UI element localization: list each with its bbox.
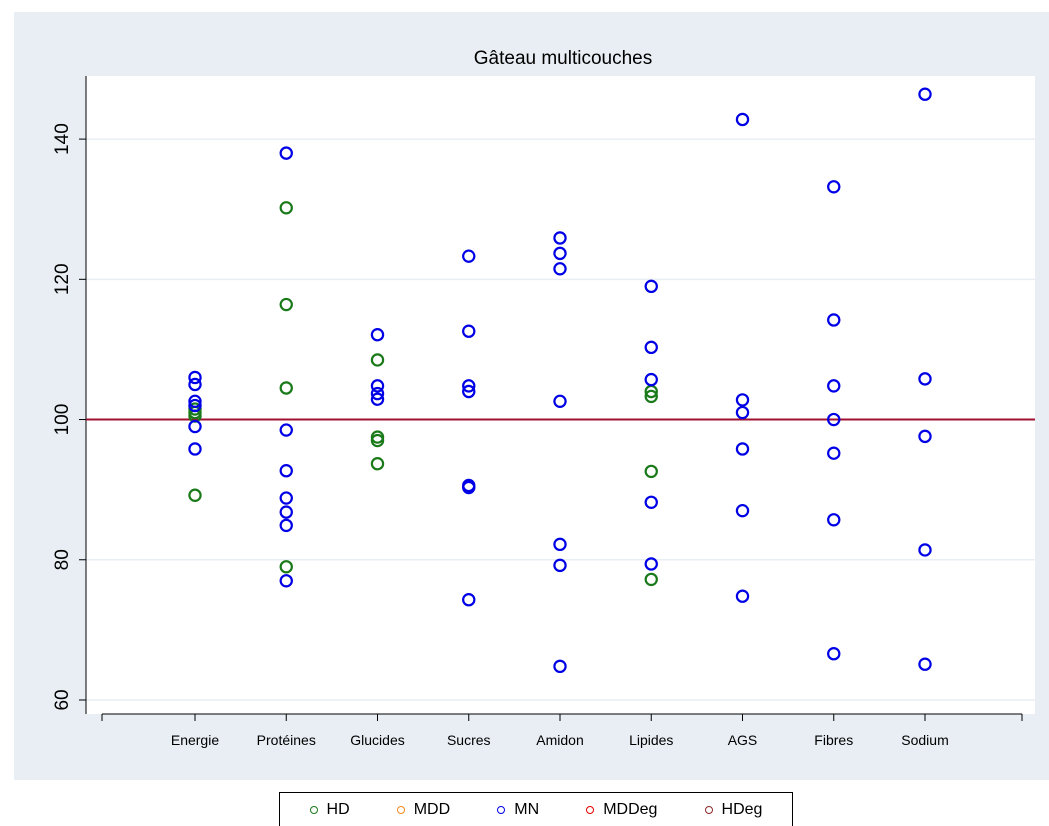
legend-label: HDeg: [721, 800, 763, 818]
data-point-hd: [370, 457, 385, 471]
legend-marker-icon: [396, 805, 405, 814]
data-point-hd: [279, 381, 293, 395]
data-point-mn: [462, 593, 476, 607]
data-point-mn: [918, 429, 932, 444]
data-point-hd: [644, 389, 658, 404]
x-tick-label: Lipides: [629, 732, 673, 748]
y-tick-label: 80: [52, 549, 73, 570]
data-point-mn: [553, 394, 567, 409]
data-point-mn: [188, 377, 202, 392]
data-point-mn: [553, 659, 567, 674]
legend-item-hdeg: HDeg: [704, 800, 763, 819]
data-point-mn: [827, 379, 841, 393]
legend-marker-icon: [497, 805, 506, 814]
data-point-mn: [553, 262, 567, 276]
x-tick-label: Sucres: [447, 732, 491, 748]
data-point-hd: [279, 201, 293, 215]
data-point-mn: [188, 370, 202, 385]
data-point-hd: [370, 353, 385, 367]
data-point-mn: [644, 557, 658, 571]
data-point-mn: [188, 394, 202, 409]
data-point-mn: [735, 393, 750, 407]
legend-label: MDD: [413, 800, 451, 818]
data-point-mn: [370, 379, 385, 393]
x-tick-label: Protéines: [257, 732, 316, 748]
data-point-mn: [827, 513, 841, 527]
scatter-chart: 60 80 100 120 140 Energie Protéines Glucides Suc…: [14, 12, 1049, 780]
x-tick-label: Glucides: [350, 732, 404, 748]
data-point-mn: [462, 384, 476, 399]
data-point-mn: [188, 398, 202, 413]
data-point-hd: [188, 488, 202, 502]
x-tick-label: Energie: [171, 732, 219, 748]
data-point-mn: [918, 87, 932, 101]
legend-item-mn: MN: [497, 801, 539, 819]
x-tick-label: Sodium: [901, 732, 948, 748]
data-point-mn: [918, 657, 932, 671]
data-point-hd: [370, 433, 385, 448]
data-point-mn: [735, 503, 750, 518]
data-point-mn: [279, 423, 293, 437]
data-point-mn: [735, 405, 750, 420]
legend-marker-icon: [586, 805, 595, 814]
data-point-mn: [553, 537, 567, 552]
data-point-mn: [644, 495, 658, 509]
legend-item-mddeg: MDDeg: [586, 801, 657, 819]
legend-label: MDDeg: [603, 800, 658, 818]
data-point-mn: [918, 543, 932, 557]
data-point-mn: [553, 558, 567, 573]
legend-item-hd: HD: [309, 800, 350, 819]
data-point-mn: [462, 480, 476, 495]
data-point-mn: [827, 313, 841, 327]
data-point-mn: [553, 231, 567, 245]
data-point-mn: [370, 328, 385, 342]
legend-item-mdd: MDD: [396, 800, 451, 819]
data-point-hd: [279, 560, 293, 574]
data-point-mn: [827, 446, 841, 460]
data-point-mn: [279, 146, 293, 160]
data-point-mn: [735, 112, 750, 127]
data-point-mn: [279, 491, 293, 505]
data-point-mn: [644, 372, 658, 387]
data-point-mn: [462, 324, 476, 338]
data-point-hd: [644, 572, 658, 587]
data-point-mn: [279, 574, 293, 588]
data-point-mn: [462, 379, 476, 393]
data-point-mn: [188, 419, 202, 434]
data-point-mn: [827, 412, 841, 427]
data-point-mn: [644, 340, 658, 355]
x-tick-label: Amidon: [536, 732, 583, 748]
data-point-hd: [279, 297, 293, 312]
legend-label: MN: [514, 800, 540, 818]
data-point-mn: [735, 442, 750, 456]
data-point-mn: [370, 392, 385, 406]
y-tick-label: 120: [52, 263, 73, 295]
data-point-mn: [644, 279, 658, 294]
data-point-hd: [644, 464, 658, 479]
data-point-mn: [462, 249, 476, 263]
data-point-mn: [827, 647, 841, 661]
data-point-mn: [279, 464, 293, 478]
data-point-mn: [735, 589, 750, 603]
y-tick-label: 100: [52, 404, 73, 436]
x-tick-label: AGS: [728, 732, 758, 748]
data-point-mn: [827, 180, 841, 194]
chart-title: Gâteau multicouches: [474, 48, 653, 69]
legend: HD MDD MN MDDeg HDeg: [279, 792, 793, 826]
data-point-mn: [553, 246, 567, 261]
y-tick-label: 140: [52, 123, 73, 155]
data-point-mn: [370, 386, 385, 401]
legend-marker-icon: [309, 805, 318, 814]
x-tick-label: Fibres: [814, 732, 853, 748]
data-point-mn: [279, 505, 293, 519]
data-point-mn: [918, 372, 932, 386]
legend-label: HD: [326, 800, 350, 818]
legend-marker-icon: [704, 805, 713, 814]
data-point-mn: [279, 518, 293, 533]
data-point-mn: [188, 442, 202, 456]
y-tick-label: 60: [52, 689, 73, 710]
